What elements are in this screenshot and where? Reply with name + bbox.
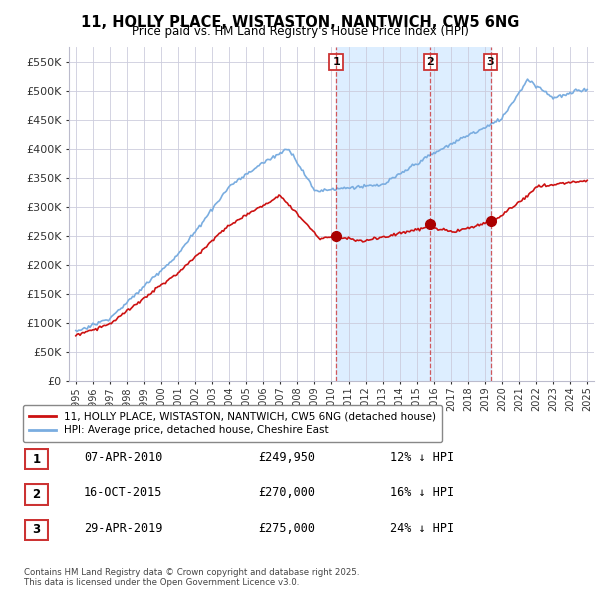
Text: 3: 3 xyxy=(32,523,41,536)
Text: Price paid vs. HM Land Registry's House Price Index (HPI): Price paid vs. HM Land Registry's House … xyxy=(131,25,469,38)
Text: Contains HM Land Registry data © Crown copyright and database right 2025.
This d: Contains HM Land Registry data © Crown c… xyxy=(24,568,359,587)
Text: 12% ↓ HPI: 12% ↓ HPI xyxy=(390,451,454,464)
Bar xyxy=(336,47,491,381)
FancyBboxPatch shape xyxy=(25,449,48,469)
FancyBboxPatch shape xyxy=(25,520,48,540)
FancyBboxPatch shape xyxy=(25,484,48,504)
Text: £249,950: £249,950 xyxy=(258,451,315,464)
Text: 3: 3 xyxy=(487,57,494,67)
Text: 1: 1 xyxy=(32,453,41,466)
Text: 11, HOLLY PLACE, WISTASTON, NANTWICH, CW5 6NG: 11, HOLLY PLACE, WISTASTON, NANTWICH, CW… xyxy=(81,15,519,30)
Text: 2: 2 xyxy=(427,57,434,67)
Legend: 11, HOLLY PLACE, WISTASTON, NANTWICH, CW5 6NG (detached house), HPI: Average pri: 11, HOLLY PLACE, WISTASTON, NANTWICH, CW… xyxy=(23,405,442,442)
Text: 16-OCT-2015: 16-OCT-2015 xyxy=(84,486,163,499)
Text: 1: 1 xyxy=(332,57,340,67)
Text: 2: 2 xyxy=(32,488,41,501)
Text: 24% ↓ HPI: 24% ↓ HPI xyxy=(390,522,454,535)
Text: £275,000: £275,000 xyxy=(258,522,315,535)
Text: 29-APR-2019: 29-APR-2019 xyxy=(84,522,163,535)
Text: 16% ↓ HPI: 16% ↓ HPI xyxy=(390,486,454,499)
Text: £270,000: £270,000 xyxy=(258,486,315,499)
Text: 07-APR-2010: 07-APR-2010 xyxy=(84,451,163,464)
